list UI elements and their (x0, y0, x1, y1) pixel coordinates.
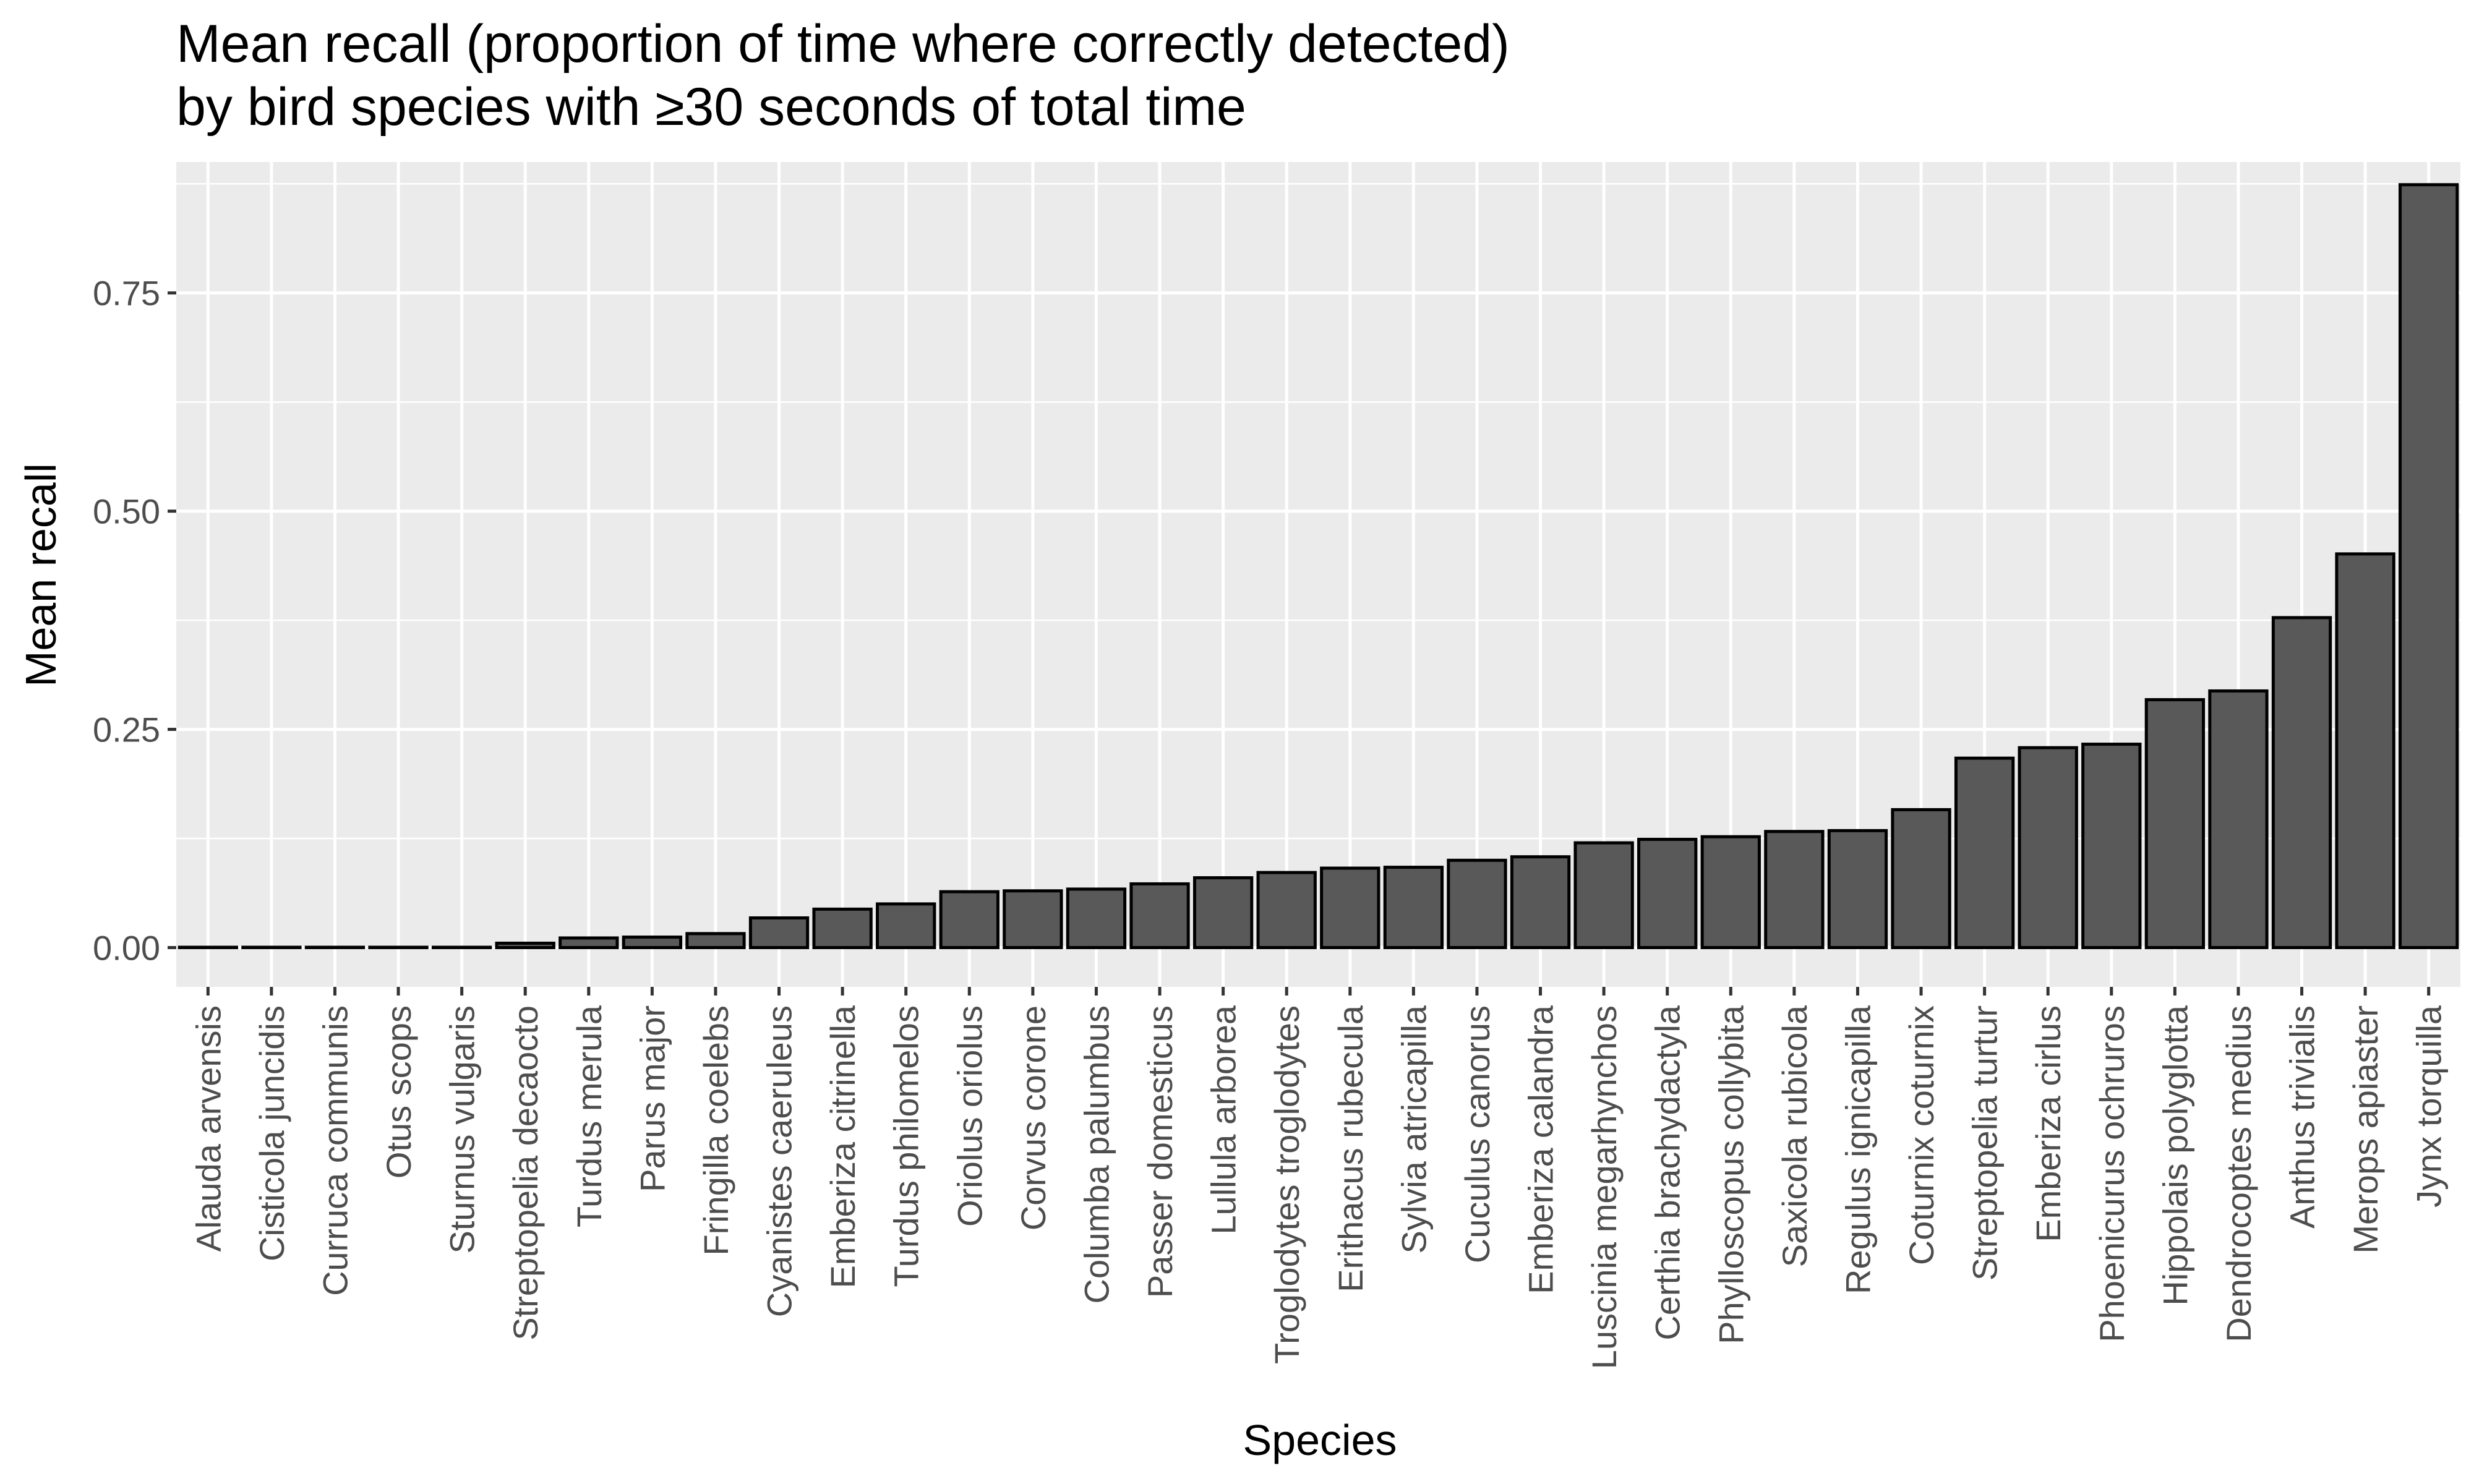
bar (2144, 698, 2206, 949)
x-tick-label: Emberiza cirlus (2029, 1005, 2068, 1242)
x-tick-label: Curruca communis (315, 1005, 354, 1296)
bar (939, 890, 999, 949)
x-tick-label: Otus scops (379, 1005, 418, 1179)
plot-panel (176, 162, 2460, 987)
x-tick-label: Streptopelia decaocto (506, 1005, 545, 1341)
bar (1764, 830, 1825, 949)
bar (1573, 841, 1634, 949)
bar (1510, 855, 1571, 949)
x-tick-label: Columba palumbus (1077, 1005, 1116, 1303)
bar (559, 936, 619, 949)
x-tick-label: Troglodytes troglodytes (1267, 1005, 1306, 1364)
x-tick-label: Parus major (633, 1005, 672, 1192)
bar (241, 945, 302, 949)
x-tick-label: Passer domesticus (1141, 1005, 1179, 1298)
bar (2399, 183, 2459, 949)
bar (1383, 866, 1444, 949)
bar (1637, 837, 1698, 949)
x-tick-label: Luscinia megarhynchos (1585, 1005, 1624, 1369)
bar (178, 945, 238, 949)
x-tick-label: Oriolus oriolus (950, 1005, 989, 1227)
x-tick-label: Emberiza calandra (1522, 1005, 1560, 1294)
bar (2081, 743, 2142, 949)
bar (1129, 882, 1190, 949)
x-tick-label: Lullula arborea (1204, 1005, 1243, 1234)
x-tick-label: Anthus trivialis (2283, 1005, 2322, 1229)
x-tick-label: Coturnix coturnix (1902, 1005, 1941, 1265)
bar (304, 945, 366, 949)
bar (2208, 689, 2269, 949)
bar (1256, 871, 1317, 949)
y-tick-label: 0.75 (93, 274, 160, 313)
x-tick-label: Cuculus canorus (1458, 1005, 1497, 1263)
x-tick-label: Cyanistes caeruleus (760, 1005, 799, 1317)
bar (748, 916, 810, 949)
bar (685, 932, 746, 949)
x-tick-label: Phylloscopus collybita (1711, 1005, 1750, 1344)
x-tick-label: Regulus ignicapilla (1838, 1005, 1877, 1294)
x-tick-label: Corvus corone (1014, 1005, 1053, 1230)
x-tick-label: Jynx torquilla (2410, 1005, 2449, 1208)
x-tick-label: Merops apiaster (2346, 1005, 2385, 1254)
x-tick-label: Emberiza citrinella (823, 1005, 862, 1288)
bar (1066, 887, 1127, 949)
bar (1954, 756, 2015, 949)
x-tick-label: Sturnus vulgaris (443, 1005, 482, 1254)
x-tick-label: Saxicola rubicola (1775, 1005, 1814, 1267)
y-tick-label: 0.25 (93, 710, 160, 749)
x-tick-label: Alauda arvensis (189, 1005, 228, 1252)
bar (1827, 829, 1888, 949)
bar (2271, 616, 2332, 949)
x-tick-label: Certhia brachydactyla (1648, 1005, 1687, 1340)
bar (2018, 746, 2078, 949)
x-tick-label: Streptopelia turtur (1966, 1005, 2005, 1281)
bar (368, 945, 429, 949)
y-axis-title: Mean recall (17, 463, 65, 687)
bar (431, 945, 492, 949)
x-tick-label: Turdus merula (570, 1005, 609, 1227)
bar (622, 936, 683, 949)
x-tick-label: Fringilla coelebs (696, 1005, 735, 1256)
bar (876, 902, 936, 949)
y-tick-label: 0.50 (93, 492, 160, 531)
y-axis: 0.00 0.25 0.50 0.75 (93, 274, 176, 967)
bar (1891, 808, 1951, 949)
bar (1320, 866, 1380, 949)
bars (178, 183, 2459, 949)
chart-subtitle: by bird species with ≥30 seconds of tota… (176, 77, 1246, 137)
x-tick-label: Turdus philomelos (887, 1005, 926, 1287)
x-tick-label: Sylvia atricapilla (1394, 1005, 1433, 1253)
bar (1700, 835, 1761, 949)
x-axis: Alauda arvensis Cisticola juncidis Curruca… (189, 987, 2449, 1369)
bar (2335, 552, 2395, 949)
bar (812, 907, 873, 949)
x-tick-label: Hippolais polyglotta (2155, 1005, 2194, 1305)
x-axis-title: Species (1243, 1416, 1397, 1464)
bar (1003, 889, 1063, 949)
x-tick-label: Cisticola juncidis (252, 1005, 291, 1261)
x-tick-label: Dendrocoptes medius (2219, 1005, 2258, 1342)
bar (495, 941, 555, 949)
bar (1447, 858, 1507, 949)
x-tick-label: Phoenicurus ochruros (2092, 1005, 2131, 1342)
bar (1192, 876, 1254, 949)
x-tick-label: Erithacus rubecula (1331, 1005, 1370, 1292)
y-tick-label: 0.00 (93, 928, 160, 967)
chart-title: Mean recall (proportion of time where co… (176, 14, 1510, 74)
